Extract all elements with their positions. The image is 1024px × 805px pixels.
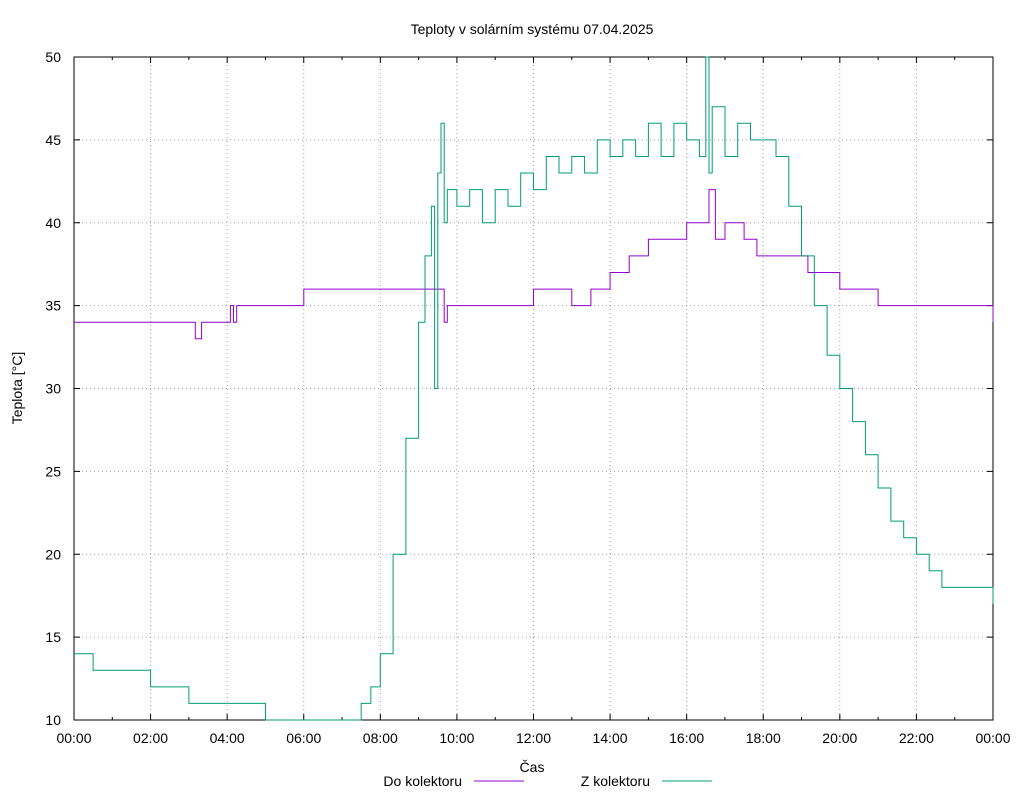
x-tick-label: 18:00 (746, 730, 781, 746)
y-tick-label: 50 (45, 49, 61, 65)
y-tick-label: 35 (45, 298, 61, 314)
series-line-do-kolektoru (74, 189, 994, 340)
legend: Do kolektoru Z kolektoru (383, 773, 712, 789)
x-tick-label: 10:00 (439, 730, 474, 746)
legend-label-z-kolektoru: Z kolektoru (581, 773, 650, 789)
y-tick-label: 45 (45, 132, 61, 148)
series-layer (74, 56, 994, 721)
x-tick-label: 00:00 (56, 730, 91, 746)
y-tick-label: 15 (45, 629, 61, 645)
y-tick-label: 40 (45, 215, 61, 231)
x-axis-label: Čas (520, 759, 545, 775)
series-line-z-kolektoru (74, 56, 994, 721)
x-tick-label: 00:00 (975, 730, 1010, 746)
x-tick-label: 02:00 (133, 730, 168, 746)
y-tick-label: 30 (45, 381, 61, 397)
x-tick-label: 20:00 (822, 730, 857, 746)
x-tick-label: 12:00 (516, 730, 551, 746)
x-tick-label: 14:00 (593, 730, 628, 746)
y-tick-label: 20 (45, 546, 61, 562)
y-tick-label: 10 (45, 712, 61, 728)
x-tick-label: 06:00 (286, 730, 321, 746)
axis-layer: 00:00 02:00 04:00 06:00 08:00 10:00 12:00 14:00… (45, 49, 1010, 746)
legend-label-do-kolektoru: Do kolektoru (383, 773, 462, 789)
y-tick-label: 25 (45, 463, 61, 479)
x-tick-label: 04:00 (210, 730, 245, 746)
y-axis-label: Teplota [°C] (9, 352, 25, 425)
x-tick-label: 08:00 (363, 730, 398, 746)
chart-title: Teploty v solárním systému 07.04.2025 (411, 21, 654, 37)
x-tick-label: 22:00 (899, 730, 934, 746)
grid-layer (74, 57, 993, 720)
x-tick-label: 16:00 (669, 730, 704, 746)
plot-border (73, 56, 994, 721)
